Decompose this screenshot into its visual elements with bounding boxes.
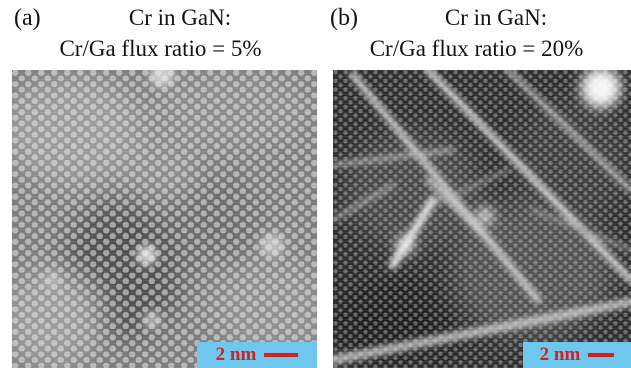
panel-label: (b) (330, 5, 358, 31)
scale-bar-line (264, 353, 299, 357)
stm-image-a-graphic (12, 70, 317, 368)
panel-label: (a) (14, 5, 41, 31)
panel-a: (a) Cr in GaN: Cr/Ga flux ratio = 5% (0, 0, 317, 368)
scale-bar: 2 nm (523, 342, 631, 368)
stm-image-b-graphic (333, 70, 631, 368)
stm-image-b: 2 nm (333, 70, 631, 368)
panel-b: (b) Cr in GaN: Cr/Ga flux ratio = 20% (316, 0, 631, 368)
scale-bar-line (588, 353, 615, 357)
stm-image-a: 2 nm (12, 70, 317, 368)
panel-title-line1: Cr in GaN: (444, 5, 548, 30)
panel-title-line2: Cr/Ga flux ratio = 20% (369, 36, 584, 61)
scale-bar-label: 2 nm (539, 344, 581, 365)
scale-bar-label: 2 nm (215, 344, 257, 365)
panel-title-line1: Cr in GaN: (128, 5, 232, 30)
panel-title-line2: Cr/Ga flux ratio = 5% (59, 36, 262, 61)
scale-bar: 2 nm (197, 342, 317, 368)
